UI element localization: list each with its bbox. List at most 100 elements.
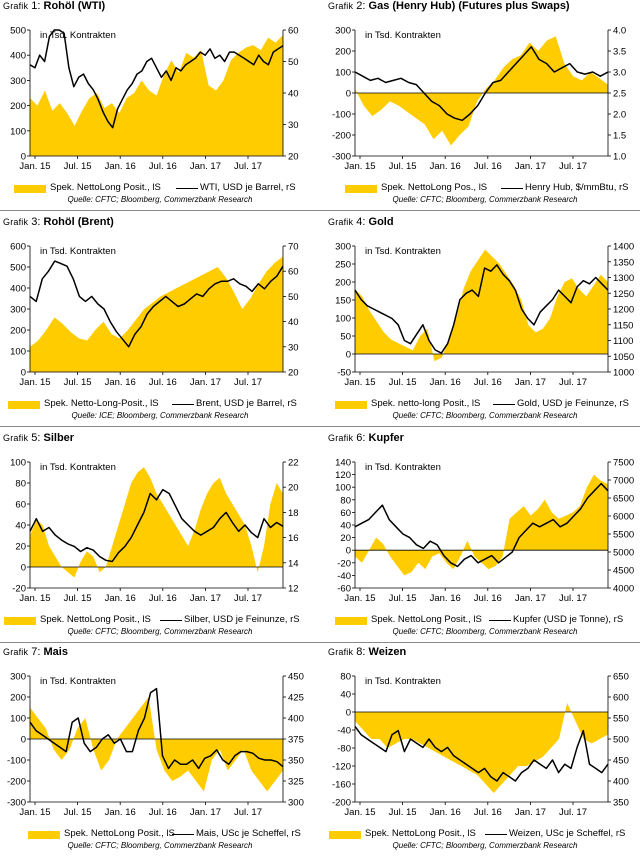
x-axis-tick-label: Jan. 16 xyxy=(105,161,136,172)
left-axis-tick-label: 400 xyxy=(10,284,26,295)
x-axis-tick-label: Jul. 17 xyxy=(559,161,587,172)
price-line xyxy=(29,29,284,129)
source-note: Quelle: CFTC; Bloomberg, Commerzbank Res… xyxy=(67,627,253,636)
left-axis-tick-label: 0 xyxy=(21,735,26,746)
source-note: Quelle: CFTC; Bloomberg, Commerzbank Res… xyxy=(392,195,578,204)
left-axis-tick-label: 60 xyxy=(340,508,351,519)
left-axis-tick-label: -40 xyxy=(337,726,351,737)
legend-area-label: Spek. NettoLong Posit., lS xyxy=(40,614,151,625)
left-axis-tick-label: -20 xyxy=(337,558,351,569)
right-axis-tick-label: 350 xyxy=(613,798,629,809)
right-axis-tick-label: 300 xyxy=(288,798,304,809)
left-axis-tick-label: -300 xyxy=(7,798,26,809)
left-axis-tick-label: 100 xyxy=(10,347,26,358)
left-axis-tick-label: 150 xyxy=(335,296,351,307)
legend-area-swatch xyxy=(8,401,40,409)
x-axis-tick-label: Jan. 16 xyxy=(105,377,136,388)
chart-plot: -50 0 50 100 150 200 250 300 1000 1050 1100 1150 120… xyxy=(335,242,634,389)
right-axis-tick-label: 650 xyxy=(613,672,629,683)
left-axis-tick-label: 200 xyxy=(335,47,351,58)
left-axis-tick-label: 60 xyxy=(15,500,26,511)
left-axis-tick-label: 300 xyxy=(335,26,351,37)
x-axis-tick-label: Jan. 17 xyxy=(190,377,221,388)
chart-panel-6: Grafik 6: Kupfer -60 -40 -20 0 20 40 60 80 100 12… xyxy=(325,432,640,646)
right-axis-tick-label: 600 xyxy=(613,693,629,704)
unit-label: in Tsd. Kontrakten xyxy=(40,246,116,257)
x-axis-tick-label: Jul. 16 xyxy=(149,161,177,172)
x-axis-tick-label: Jul. 16 xyxy=(474,593,502,604)
source-note: Quelle: CFTC; Bloomberg, Commerzbank Res… xyxy=(67,195,253,204)
x-axis-tick-label: Jan. 15 xyxy=(19,807,50,818)
right-axis-tick-label: 1.5 xyxy=(613,131,626,142)
right-axis-tick-label: 40 xyxy=(288,89,299,100)
legend-area-swatch xyxy=(345,185,377,193)
left-axis-tick-label: 300 xyxy=(10,305,26,316)
left-axis-tick-label: 40 xyxy=(340,521,351,532)
left-axis-tick-label: 0 xyxy=(21,368,26,379)
x-axis-tick-label: Jul. 17 xyxy=(234,161,262,172)
legend-line-label: Silber, USD je Feinunze, rS xyxy=(184,614,300,625)
unit-label: in Tsd. Kontrakten xyxy=(40,676,116,687)
legend-line-label: WTI, USD je Barrel, rS xyxy=(200,182,296,193)
price-line xyxy=(354,264,609,354)
left-axis-tick-label: 40 xyxy=(15,521,26,532)
left-axis-tick-label: 500 xyxy=(10,263,26,274)
x-axis-tick-label: Jul. 16 xyxy=(149,807,177,818)
chart-plot: -20 0 20 40 60 80 100 12 14 16 18 20 22 Jan. 15 Jul. 1… xyxy=(10,458,298,605)
chart-title: Grafik 7: Mais xyxy=(3,646,68,658)
left-axis-tick-label: 80 xyxy=(340,495,351,506)
legend-line-label: Kupfer (USD je Tonne), rS xyxy=(513,614,624,625)
x-axis-tick-label: Jan. 16 xyxy=(430,161,461,172)
x-axis-tick-label: Jan. 16 xyxy=(105,807,136,818)
right-axis-tick-label: 30 xyxy=(288,120,299,131)
x-axis-tick-label: Jan. 17 xyxy=(515,161,546,172)
legend-line-swatch xyxy=(493,404,515,405)
right-axis-tick-label: 325 xyxy=(288,777,304,788)
left-axis-tick-label: 100 xyxy=(10,126,26,137)
right-axis-tick-label: 20 xyxy=(288,368,299,379)
right-axis-tick-label: 50 xyxy=(288,57,299,68)
left-axis-tick-label: 600 xyxy=(10,242,26,253)
x-axis-tick-label: Jul. 17 xyxy=(234,807,262,818)
unit-label: in Tsd. Kontrakten xyxy=(365,30,441,41)
left-axis-tick-label: -120 xyxy=(332,762,351,773)
right-axis-tick-label: 20 xyxy=(288,152,299,163)
legend-area-label: Spek. NettoLong Posit., lS xyxy=(371,614,482,625)
x-axis-tick-label: Jan. 15 xyxy=(344,807,375,818)
legend-area-label: Spek. NettoLong Posit., lS xyxy=(64,828,175,839)
left-axis-tick-label: 0 xyxy=(346,350,351,361)
x-axis-tick-label: Jul. 17 xyxy=(234,593,262,604)
x-axis-tick-label: Jul. 17 xyxy=(559,807,587,818)
left-axis-tick-label: 140 xyxy=(335,458,351,469)
price-line xyxy=(29,260,284,348)
left-axis-tick-label: -80 xyxy=(337,744,351,755)
x-axis-tick-label: Jan. 16 xyxy=(430,377,461,388)
left-axis-tick-label: 100 xyxy=(335,68,351,79)
x-axis-tick-label: Jul. 16 xyxy=(474,377,502,388)
x-axis-tick-label: Jan. 16 xyxy=(105,593,136,604)
legend-line-swatch xyxy=(489,620,511,621)
netto-long-area xyxy=(355,36,608,146)
left-axis-tick-label: 100 xyxy=(335,314,351,325)
x-axis-tick-label: Jul. 17 xyxy=(559,377,587,388)
legend-line-label: Brent, USD je Barrel, rS xyxy=(196,398,297,409)
right-axis-tick-label: 1100 xyxy=(613,336,633,347)
unit-label: in Tsd. Kontrakten xyxy=(40,30,116,41)
x-axis-tick-label: Jul. 16 xyxy=(474,807,502,818)
x-axis-tick-label: Jul. 15 xyxy=(389,807,417,818)
legend-area-label: Spek. netto-long Posit., lS xyxy=(371,398,481,409)
source-note: Quelle: ICE; Bloomberg, Commerzbank Rese… xyxy=(71,411,249,420)
netto-long-area xyxy=(30,467,283,578)
x-axis-tick-label: Jan. 15 xyxy=(344,377,375,388)
chart-legend: Spek. NettoLong Pos., lS Henry Hub, $/mm… xyxy=(325,180,640,194)
left-axis-tick-label: -50 xyxy=(337,368,351,379)
x-axis-tick-label: Jan. 17 xyxy=(515,377,546,388)
legend-area-label: Spek. NettoLong Posit., lS xyxy=(50,182,161,193)
chart-title: Grafik 6: Kupfer xyxy=(328,432,404,444)
row-separator xyxy=(0,210,640,211)
left-axis-tick-label: 80 xyxy=(340,672,351,683)
right-axis-tick-label: 7000 xyxy=(613,476,634,487)
legend-area-swatch xyxy=(335,401,367,409)
x-axis-tick-label: Jan. 15 xyxy=(19,593,50,604)
chart-legend: Spek. netto-long Posit., lS Gold, USD je… xyxy=(325,396,640,410)
